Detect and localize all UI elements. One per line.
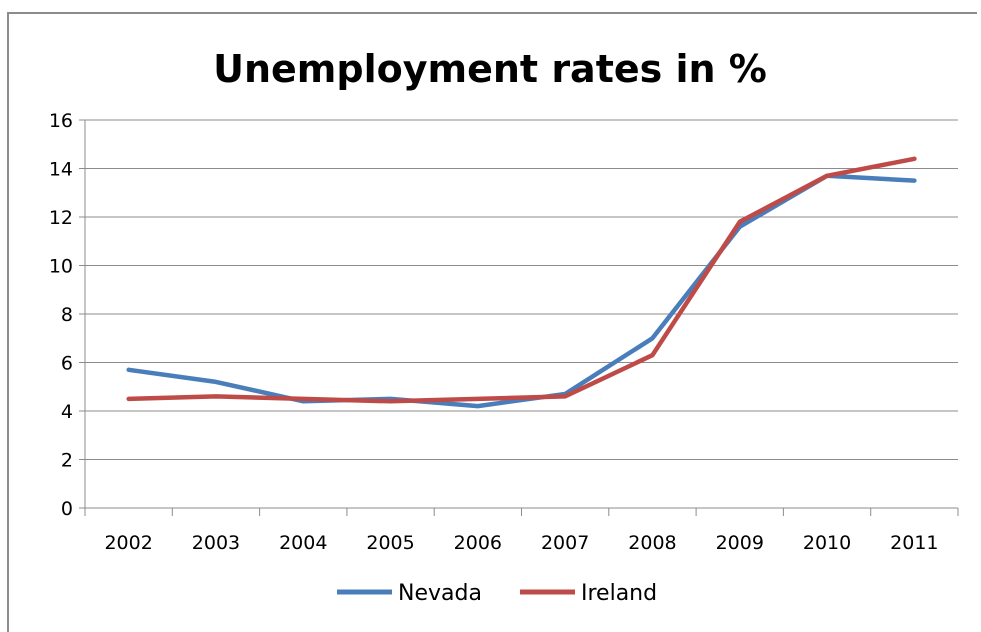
chart-title: Unemployment rates in % — [213, 47, 767, 91]
x-tick-label: 2010 — [803, 532, 851, 554]
series-lines — [126, 156, 917, 409]
x-tick-label: 2007 — [541, 532, 589, 554]
y-tick-label: 8 — [61, 304, 73, 326]
x-tick-label: 2006 — [454, 532, 502, 554]
x-tick-label: 2003 — [192, 532, 240, 554]
axes: 0 2 4 6 8 10 12 14 16 2002 2003 2004 2005 2006 2007 200… — [49, 110, 959, 554]
x-tick-label: 2005 — [366, 532, 414, 554]
series-line-nevada — [126, 173, 917, 409]
y-tick-label: 6 — [61, 353, 73, 375]
legend-label-nevada: Nevada — [398, 581, 482, 606]
y-tick-label: 16 — [49, 110, 73, 132]
y-tick-label: 12 — [49, 207, 73, 229]
x-tick-label: 2004 — [279, 532, 327, 554]
y-tick-label: 2 — [61, 450, 73, 472]
x-tick-label: 2008 — [628, 532, 676, 554]
series-line-ireland — [126, 156, 917, 404]
y-tick-label: 0 — [61, 498, 73, 520]
gridlines — [85, 119, 958, 460]
legend: Nevada Ireland — [337, 581, 657, 606]
x-tick-label: 2002 — [104, 532, 152, 554]
y-tick-label: 14 — [49, 159, 73, 181]
y-tick-label: 4 — [61, 401, 73, 423]
legend-label-ireland: Ireland — [581, 581, 657, 606]
chart-frame — [7, 12, 977, 632]
y-tick-label: 10 — [49, 256, 73, 278]
x-tick-label: 2011 — [890, 532, 938, 554]
x-tick-label: 2009 — [716, 532, 764, 554]
